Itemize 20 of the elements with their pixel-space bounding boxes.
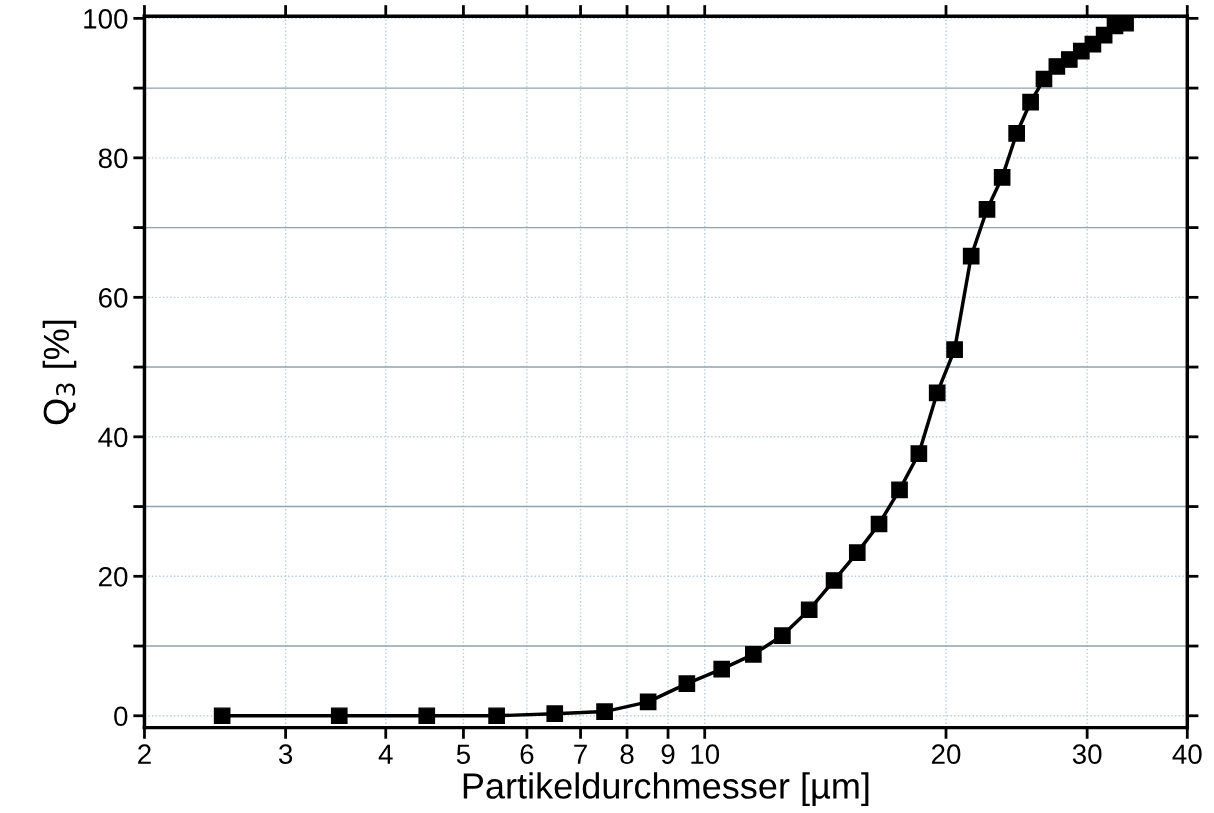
x-tick-label: 4 (378, 744, 393, 764)
x-tick-label: 40 (1172, 744, 1202, 765)
y-tick-label: 40 (98, 427, 128, 448)
y-tick-label: 20 (99, 566, 128, 587)
x-tick-label: 2 (138, 744, 151, 764)
y-axis-title: Q$_{3}$ [%] (42, 320, 77, 425)
x-tick-label: 6 (520, 744, 534, 765)
y-tick-label: 0 (114, 706, 128, 727)
x-tick-label: 7 (574, 744, 587, 764)
x-tick-label: 20 (931, 744, 961, 765)
x-tick-label: 9 (661, 744, 675, 765)
x-axis-title: Partikeldurchmesser [µm] (463, 772, 869, 806)
x-tick-label: 8 (620, 744, 634, 765)
y-tick-label: 100 (84, 9, 128, 29)
y-tick-label: 80 (98, 148, 128, 169)
x-tick-label: 3 (278, 744, 293, 765)
x-tick-label: 30 (1072, 744, 1102, 765)
y-tick-label: 60 (99, 287, 128, 308)
x-tick-label: 5 (456, 744, 470, 765)
x-tick-label: 10 (691, 744, 720, 765)
